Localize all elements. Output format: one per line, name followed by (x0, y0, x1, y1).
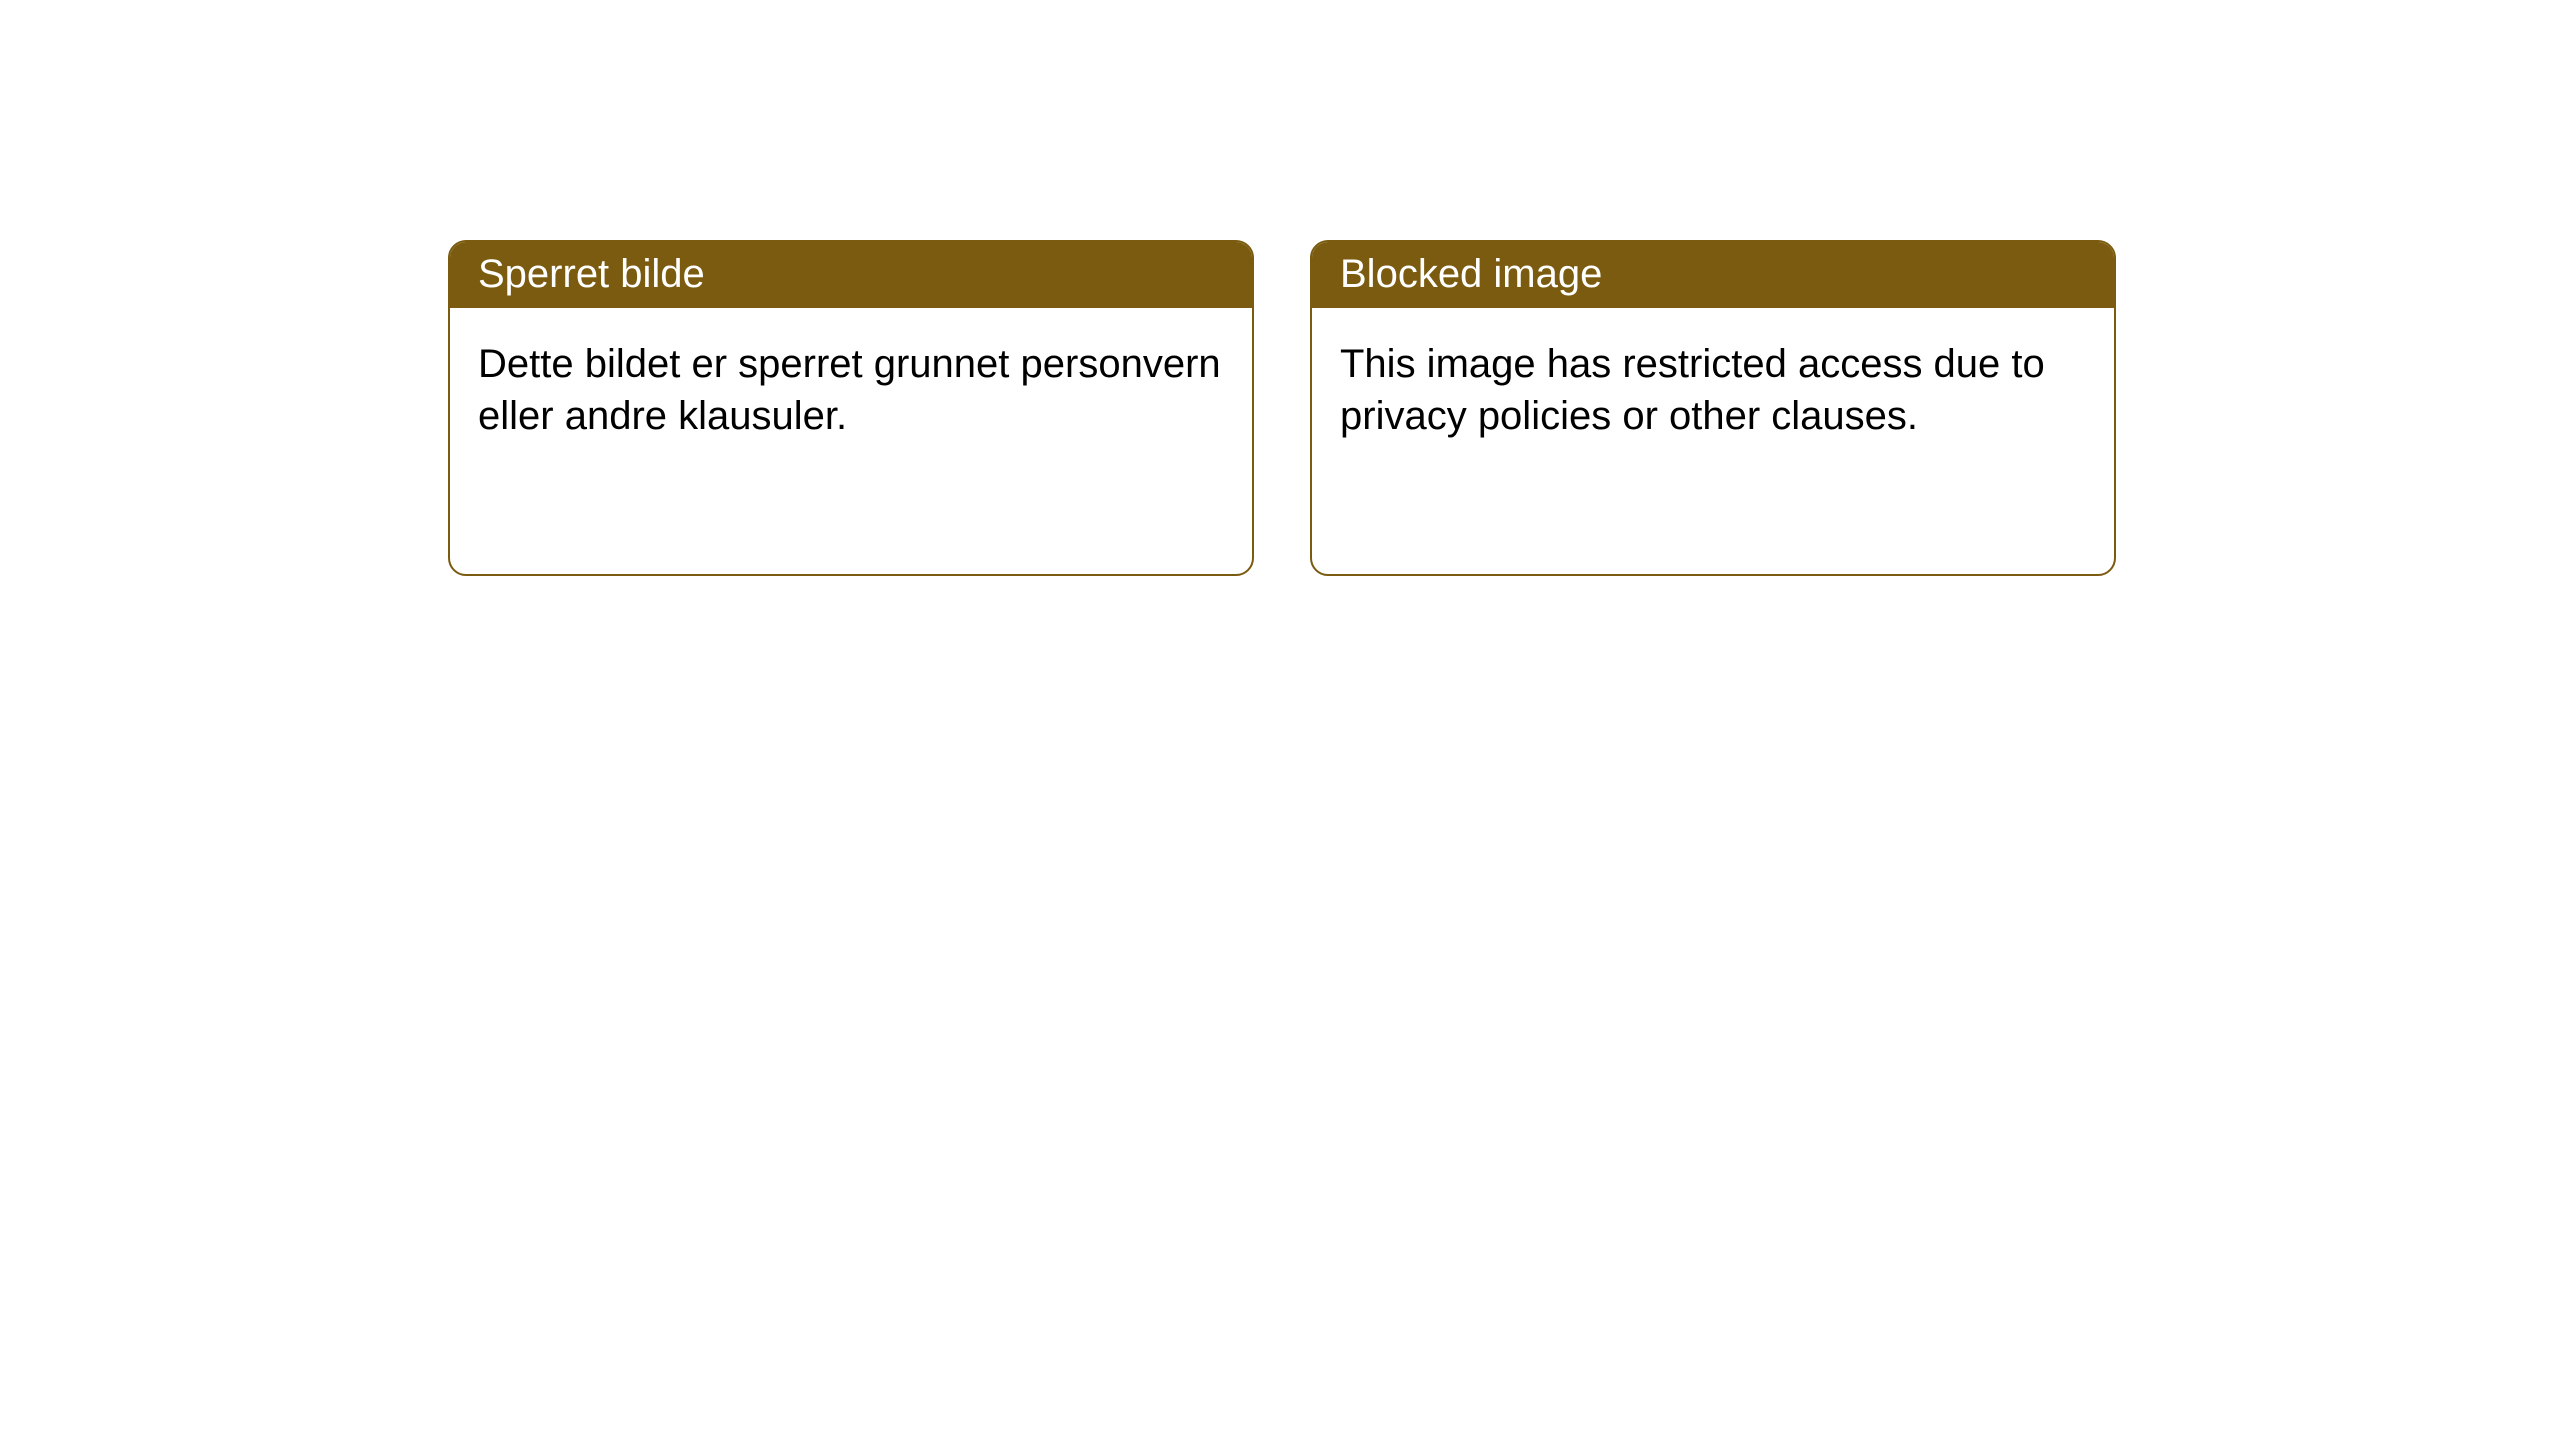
notice-card-english: Blocked image This image has restricted … (1310, 240, 2116, 576)
notice-body: This image has restricted access due to … (1312, 308, 2114, 472)
notice-header: Blocked image (1312, 242, 2114, 308)
notice-container: Sperret bilde Dette bildet er sperret gr… (448, 240, 2116, 576)
notice-header: Sperret bilde (450, 242, 1252, 308)
notice-card-norwegian: Sperret bilde Dette bildet er sperret gr… (448, 240, 1254, 576)
notice-body: Dette bildet er sperret grunnet personve… (450, 308, 1252, 472)
